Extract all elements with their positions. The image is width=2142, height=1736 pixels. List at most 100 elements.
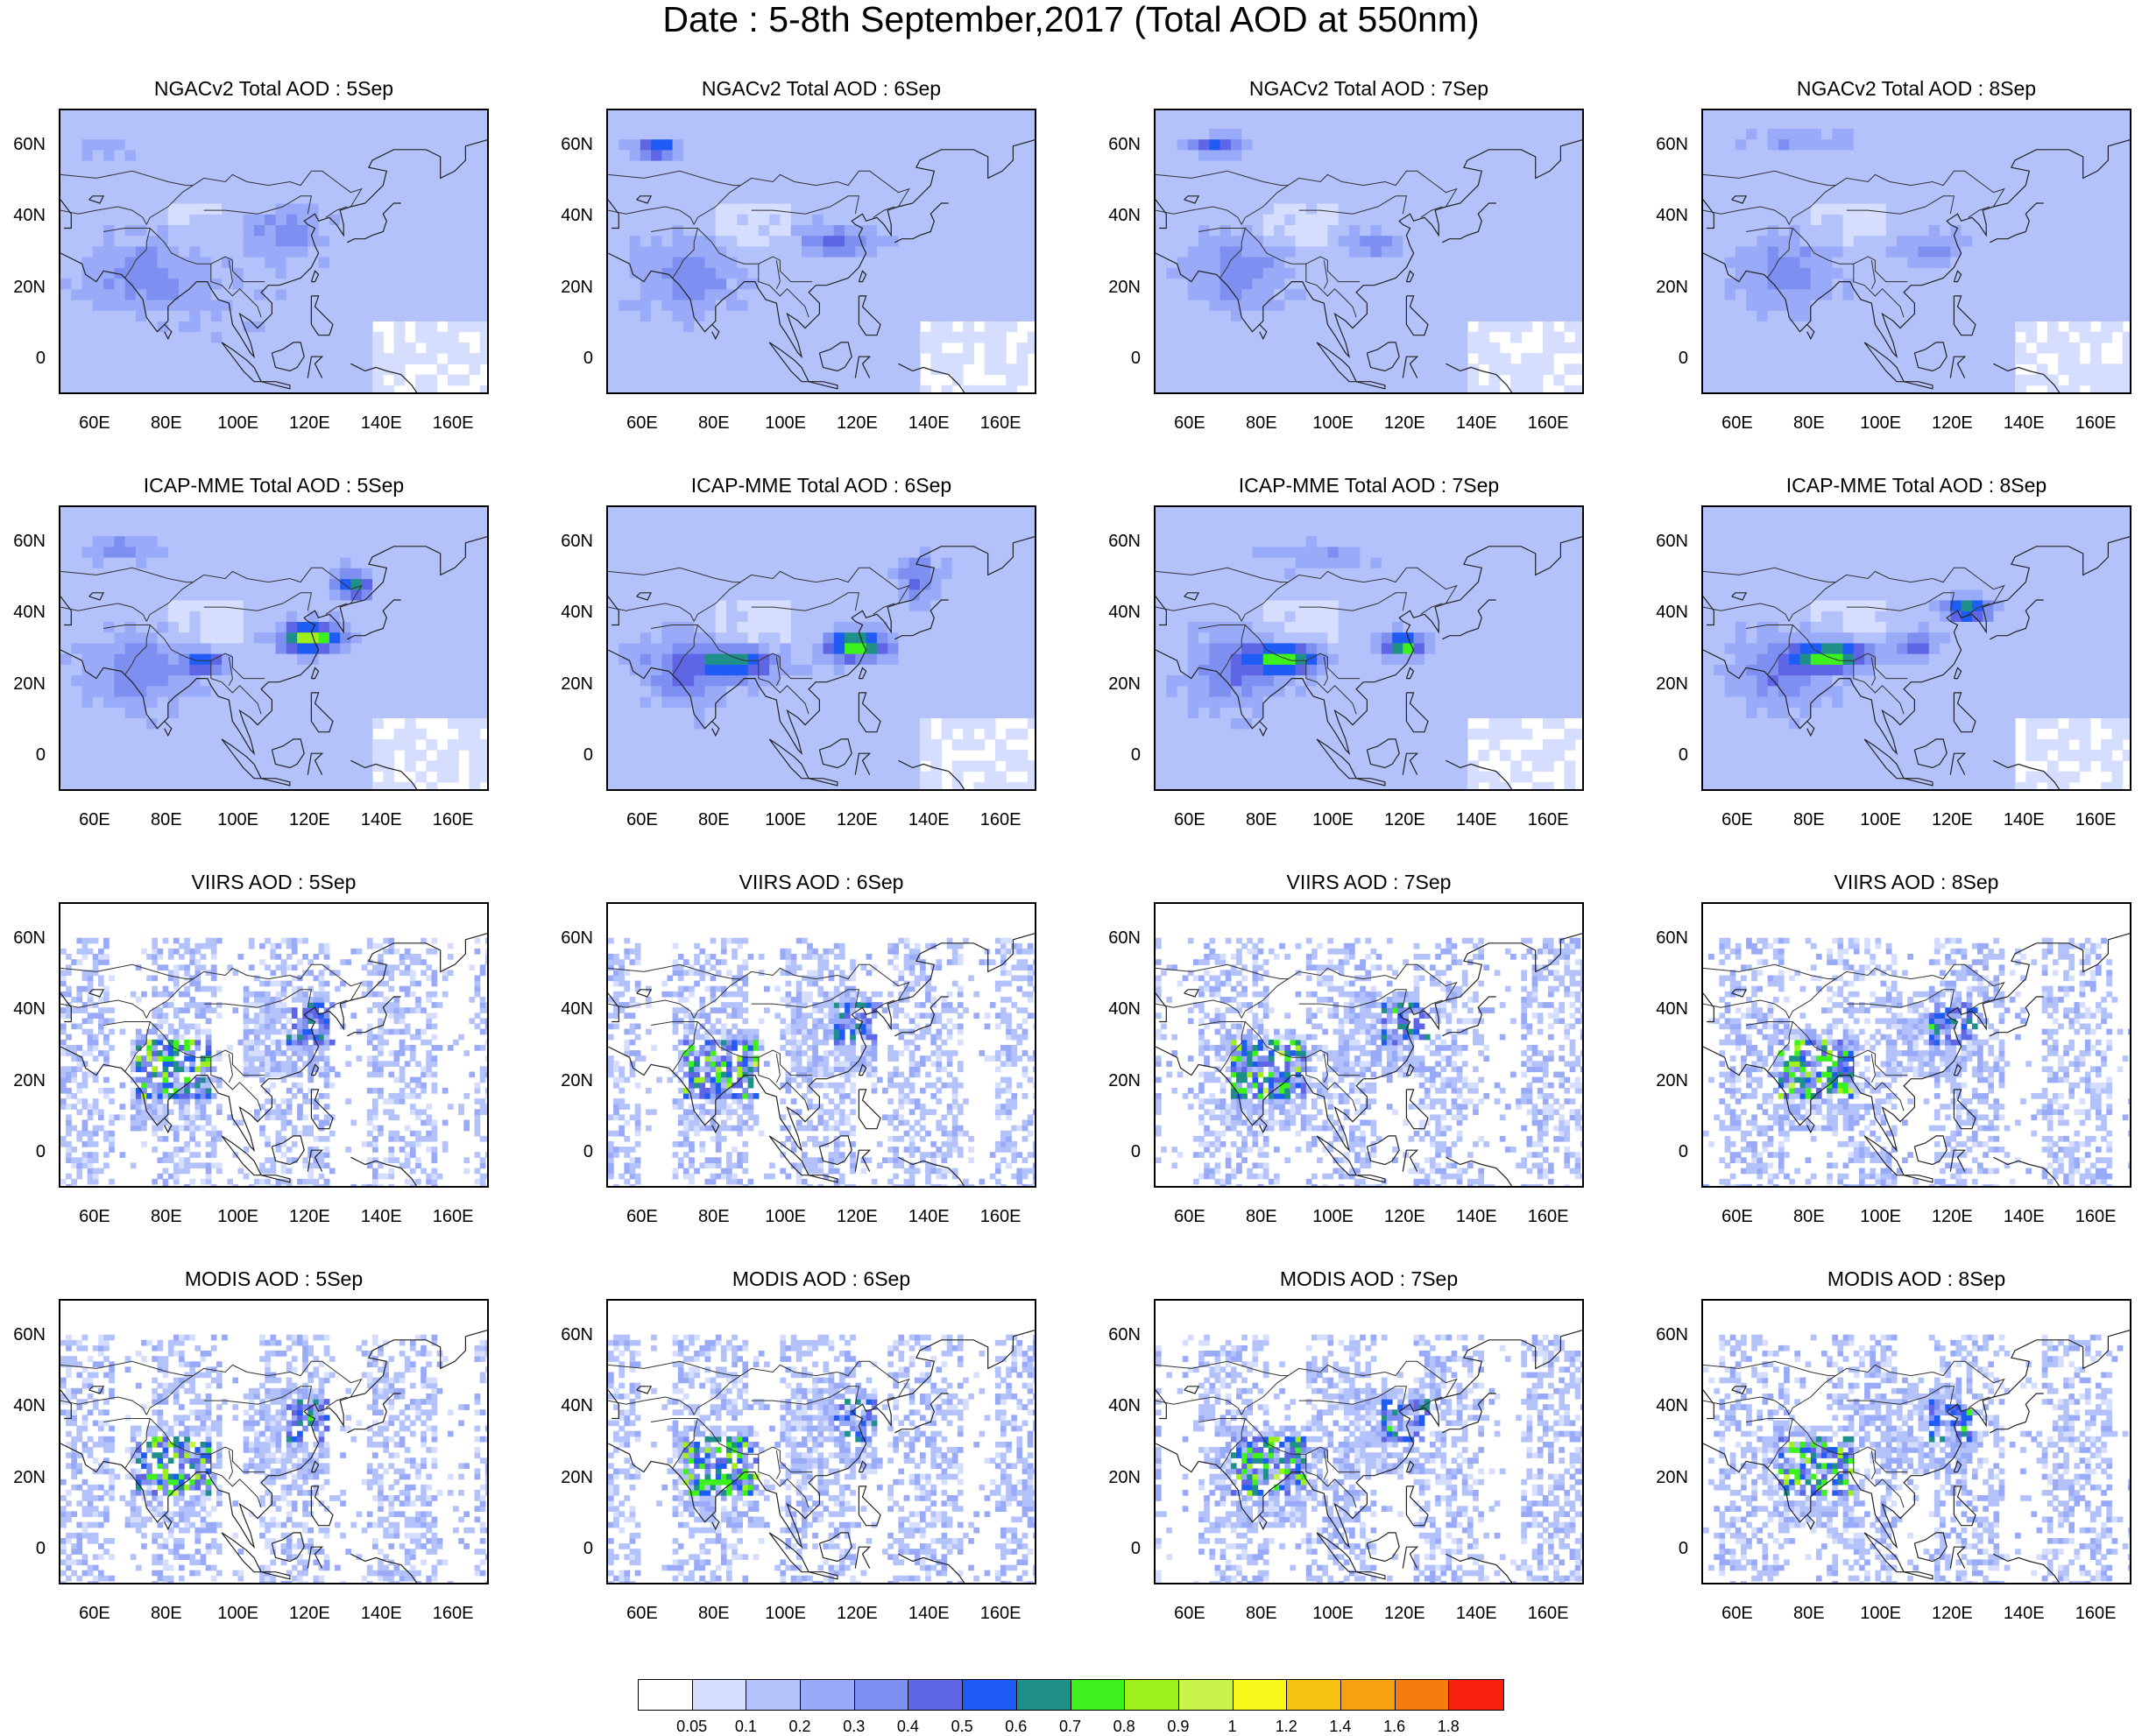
coastline — [1156, 933, 1582, 1153]
coastline — [636, 592, 653, 601]
country-border — [1788, 582, 1836, 622]
coastline — [271, 738, 305, 769]
lon-tick-label: 60E — [1159, 1604, 1220, 1623]
country-border — [60, 963, 363, 1001]
colorbar-swatch — [853, 1679, 909, 1711]
coastline — [1949, 752, 1967, 775]
coastline — [1731, 1386, 1748, 1394]
lon-tick-label: 80E — [683, 413, 745, 433]
panel-title: NGACv2 Total AOD : 5Sep — [0, 75, 548, 102]
coastline — [1703, 1330, 2130, 1549]
country-border — [1298, 592, 1408, 611]
lon-tick-label: 80E — [136, 1604, 197, 1623]
colorbar-swatch — [1124, 1679, 1180, 1711]
panel-title: ICAP-MME Total AOD : 5Sep — [0, 472, 548, 498]
colorbar-label: 1.4 — [1314, 1718, 1367, 1736]
lat-tick-label: 20N — [0, 278, 46, 297]
lon-tick-label: 120E — [279, 810, 340, 829]
country-border — [693, 582, 741, 622]
coastline — [164, 324, 173, 341]
lat-tick-label: 0 — [1643, 1539, 1688, 1558]
country-border — [60, 999, 147, 1019]
lon-tick-label: 120E — [279, 413, 340, 433]
coastline — [768, 738, 810, 780]
colorbar-label: 0.5 — [936, 1718, 988, 1736]
country-border — [1156, 999, 1242, 1019]
coastline — [898, 1156, 965, 1186]
country-border — [775, 260, 781, 290]
country-border — [758, 1454, 809, 1508]
coastline — [1703, 933, 2130, 1153]
country-border — [1968, 999, 1990, 1012]
country-border — [775, 1450, 781, 1480]
lon-tick-label: 60E — [1707, 1604, 1768, 1623]
aod-field — [1703, 937, 2130, 1186]
coastline — [1953, 1089, 1976, 1130]
coastline — [1953, 692, 1976, 733]
panel-title: VIIRS AOD : 8Sep — [1643, 869, 2142, 895]
country-border — [1198, 625, 1361, 680]
colorbar-label: 0.6 — [990, 1718, 1043, 1736]
map-frame — [59, 902, 489, 1188]
lat-tick-label: 20N — [1643, 674, 1688, 694]
lon-tick-label: 80E — [1231, 810, 1292, 829]
aod-field — [608, 937, 1035, 1186]
map-frame — [1701, 902, 2131, 1188]
colorbar-label: 0.4 — [881, 1718, 934, 1736]
country-border — [210, 264, 262, 318]
country-border — [651, 1021, 813, 1076]
country-border — [1853, 1454, 1905, 1508]
country-border — [60, 170, 363, 208]
lat-tick-label: 40N — [548, 206, 593, 225]
coastline — [1731, 195, 1748, 204]
coastline — [636, 195, 653, 204]
coastline — [1990, 1393, 2044, 1434]
lat-tick-label: 40N — [548, 1396, 593, 1415]
coastline — [1953, 667, 1962, 680]
coastline — [1953, 270, 1962, 283]
coastline — [1806, 1514, 1815, 1531]
country-border — [651, 228, 813, 283]
colorbar-swatch — [746, 1679, 802, 1711]
colorbar-swatch — [1070, 1679, 1126, 1711]
lat-tick-label: 0 — [1643, 745, 1688, 765]
coastline — [858, 692, 881, 733]
coastline — [1366, 342, 1400, 372]
country-border — [325, 999, 348, 1012]
lon-tick-label: 160E — [2065, 1604, 2126, 1623]
coastline — [854, 1546, 872, 1569]
country-border — [1846, 195, 1955, 215]
coastline — [858, 1460, 867, 1473]
coastline — [1953, 1485, 1976, 1527]
map-panel: MODIS AOD : 6Sep 60N 40N 20N 0 60E 80E 100E 120E… — [548, 1266, 1095, 1669]
coastline — [350, 1156, 418, 1186]
coastline — [1913, 1532, 1948, 1563]
country-border — [693, 978, 741, 1019]
coastline — [310, 295, 334, 336]
coastline — [1442, 1393, 1496, 1434]
country-border — [758, 264, 809, 318]
map-frame — [1701, 1299, 2131, 1584]
country-border — [751, 195, 860, 215]
country-border — [1703, 963, 2005, 1001]
coastline — [1405, 1485, 1429, 1527]
lat-tick-label: 0 — [1095, 1539, 1141, 1558]
country-border — [608, 567, 910, 604]
map-frame — [1701, 109, 2131, 394]
colorbar-label: 0.7 — [1044, 1718, 1097, 1736]
lat-tick-label: 20N — [1643, 1468, 1688, 1487]
coastline — [858, 667, 867, 680]
lon-tick-label: 100E — [208, 413, 269, 433]
map-frame — [606, 109, 1036, 394]
aod-field — [1703, 110, 2130, 392]
lat-tick-label: 40N — [1643, 999, 1688, 1019]
lon-tick-label: 80E — [1778, 810, 1840, 829]
coastline — [858, 1063, 867, 1076]
coastline — [1184, 592, 1200, 601]
map-frame — [1154, 1299, 1584, 1584]
coastline — [1184, 195, 1200, 204]
lon-tick-label: 80E — [1778, 1604, 1840, 1623]
coastline — [818, 1135, 852, 1166]
lat-tick-label: 60N — [1095, 928, 1141, 948]
coastline — [1366, 1135, 1400, 1166]
